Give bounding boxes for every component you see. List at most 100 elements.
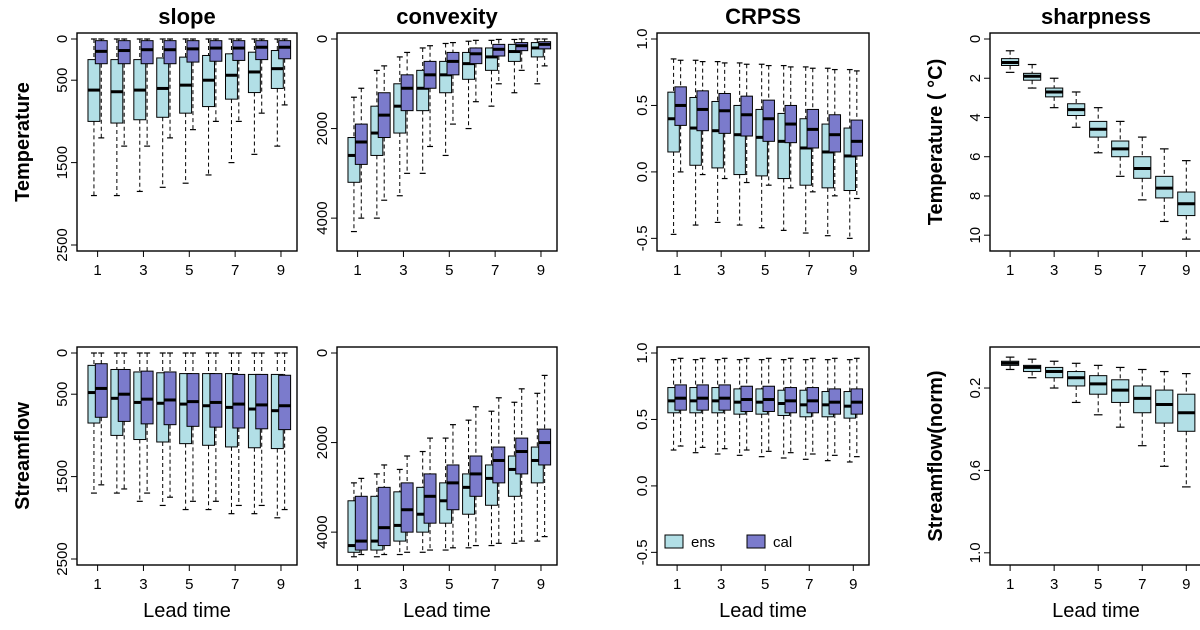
y-tick-label: 1.0 [634,343,651,364]
plot-frame [656,346,870,566]
y-tick-label: 0.2 [967,378,984,399]
x-tick-label: 3 [399,576,407,593]
panel-3: 1 3 5 7 9 -0.5 0.0 0.5 1.0 CRPSS [634,4,870,279]
box-iqr [400,482,414,533]
panel-title: slope [158,4,215,29]
box-iqr [446,464,460,511]
box-iqr [377,486,391,547]
y-tick-label: 0.6 [967,460,984,481]
x-tick-label: 5 [185,576,193,593]
box-iqr [400,74,414,112]
panel-title: sharpness [1041,4,1151,29]
box-iqr [485,47,498,71]
box-cal-lead-7 [232,38,246,123]
box-cal-lead-6 [784,66,797,189]
box-ens-lead-4 [1067,362,1086,404]
box-ens-lead-9 [1177,160,1196,240]
box-cal-lead-6 [209,352,223,502]
panel-title: convexity [396,4,498,29]
box-cal-lead-9 [538,38,552,67]
box-iqr [711,100,724,169]
box-ens-lead-8 [1155,370,1174,467]
y-tick-label: 0.5 [634,409,651,430]
y-tick-label: 500 [54,382,71,407]
box-iqr [469,47,483,65]
box-ens-lead-8 [1155,148,1174,223]
box-cal-lead-3 [140,38,154,147]
box-ens-lead-1 [1001,50,1020,73]
y-tick-label: 8 [967,192,984,200]
box-cal-lead-7 [806,357,819,455]
panel-7: 1 3 5 7 9 -0.5 0.0 0.5 1.0 Lead time ens cal [634,343,870,622]
y-tick-label: 0 [54,349,71,357]
box-iqr [186,40,200,63]
y-axis-label: Temperature [12,82,34,202]
box-iqr [94,363,108,418]
x-tick-label: 9 [849,262,857,279]
y-tick-label: 4000 [314,201,331,234]
y-tick-label: 4000 [314,515,331,548]
box-cal-lead-7 [492,397,506,544]
box-iqr [530,42,544,58]
box-ens-lead-6 [1111,120,1130,177]
panel-6: 1 3 5 7 9 0 2000 4000 Lead time [314,346,558,622]
box-ens-lead-5 [1089,364,1108,416]
box-iqr [140,370,154,425]
box-cal-lead-7 [232,352,246,507]
panel-2: 1 3 5 7 9 0 2000 4000 convexity [314,4,558,279]
box-ens-lead-7 [225,38,238,164]
box-cal-lead-8 [255,352,269,507]
legend-swatch-ens [664,534,684,549]
box-ens-lead-9 [270,38,284,147]
box-cal-lead-3 [140,352,154,494]
x-tick-label: 9 [849,576,857,593]
x-tick-label: 5 [1094,262,1102,279]
y-axis-label: Streamflow [12,402,34,510]
box-cal-lead-8 [828,357,842,456]
box-cal-lead-5 [762,357,775,452]
x-tick-label: 3 [1050,262,1058,279]
box-cal-lead-7 [492,38,506,85]
y-tick-label: 2500 [54,542,71,575]
box-ens-lead-9 [843,68,856,239]
y-tick-label: 0 [314,349,331,357]
box-ens-lead-2 [1023,358,1042,379]
box-iqr [278,40,292,60]
box-iqr [821,123,834,189]
panel-4: 1 3 5 7 9 0 2 4 6 8 10 sharpness Temperature ( °C) [925,4,1200,279]
x-tick-label: 7 [491,262,499,279]
box-iqr [689,96,702,166]
y-tick-label: 0.5 [634,95,651,116]
box-cal-lead-1 [354,477,368,556]
x-tick-label: 1 [1006,576,1014,593]
x-tick-label: 1 [93,576,101,593]
x-tick-label: 7 [1138,262,1146,279]
box-iqr [485,464,498,506]
box-cal-lead-7 [806,67,819,193]
y-tick-label: 1.0 [967,542,984,563]
x-axis-label: Lead time [143,600,231,622]
x-tick-label: 3 [717,262,725,279]
panel-8: 1 3 5 7 9 0.2 0.6 1.0 Lead time Streamflow(norm) [925,346,1200,622]
x-tick-label: 7 [805,262,813,279]
box-cal-lead-6 [209,38,223,123]
box-iqr [777,112,790,180]
box-iqr [163,371,177,426]
box-ens-lead-4 [156,38,170,188]
box-ens-lead-6 [1111,366,1130,428]
box-cal-lead-2 [117,352,131,490]
box-cal-lead-4 [423,45,437,148]
box-cal-lead-3 [400,455,414,553]
box-cal-lead-9 [278,38,292,106]
box-ens-lead-5 [755,63,768,229]
box-cal-lead-4 [740,63,753,184]
box-cal-lead-6 [784,357,797,454]
box-iqr [538,428,552,466]
y-tick-label: 0 [967,35,984,43]
box-cal-lead-2 [377,464,391,556]
x-tick-label: 9 [1182,576,1190,593]
box-iqr [843,127,856,192]
box-cal-lead-3 [718,357,731,450]
box-iqr [423,473,437,524]
x-tick-label: 1 [673,576,681,593]
